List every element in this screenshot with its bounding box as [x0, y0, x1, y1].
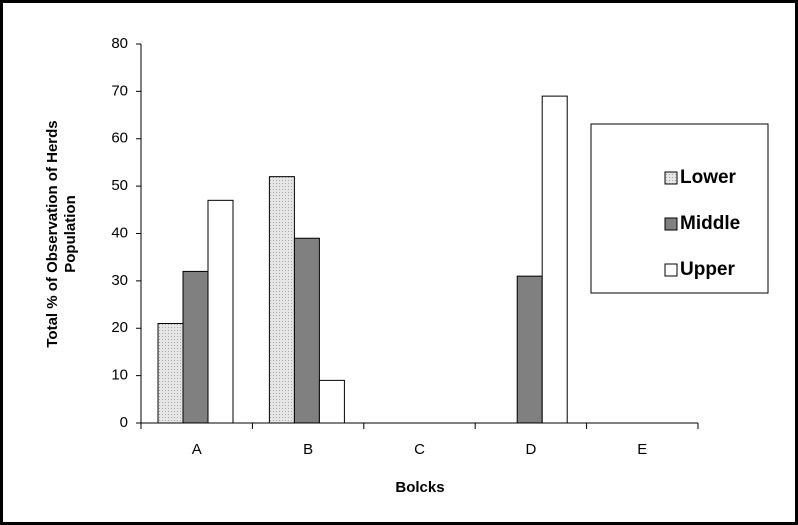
bar: [541, 95, 568, 424]
bar: [182, 270, 209, 424]
y-tick-label: 50: [111, 177, 128, 194]
y-tick-label: 40: [111, 224, 128, 241]
y-tick-label: 60: [111, 130, 128, 147]
bar: [293, 237, 320, 424]
y-axis-title-line: Population: [62, 195, 79, 273]
legend-label: Lower: [680, 167, 737, 188]
x-axis-title: Bolcks: [395, 479, 444, 496]
x-tick-label: B: [303, 441, 313, 458]
y-tick-label: 80: [111, 35, 128, 52]
y-axis-title-line: Total % of Observation of Herds: [44, 120, 61, 347]
legend-box: [590, 123, 769, 294]
x-tick-label: E: [637, 441, 647, 458]
bar: [318, 379, 345, 424]
y-tick-label: 30: [111, 272, 128, 289]
bar: [516, 275, 543, 424]
y-axis-title: Total % of Observation of Herds Populati…: [44, 120, 79, 347]
legend-swatch: [664, 263, 678, 277]
bar: [268, 176, 295, 424]
x-tick-label: C: [414, 441, 425, 458]
legend-swatch: [664, 217, 678, 231]
bar: [207, 199, 234, 424]
legend-label: Middle: [680, 213, 740, 234]
x-tick-label: D: [525, 441, 536, 458]
legend-swatch: [664, 171, 678, 185]
y-tick-label: 10: [111, 367, 128, 384]
y-tick-label: 70: [111, 82, 128, 99]
y-tick-label: 0: [120, 414, 128, 431]
legend-label: Upper: [680, 259, 736, 280]
x-tick-label: A: [192, 441, 202, 458]
y-tick-label: 20: [111, 319, 128, 336]
bar: [157, 323, 184, 424]
